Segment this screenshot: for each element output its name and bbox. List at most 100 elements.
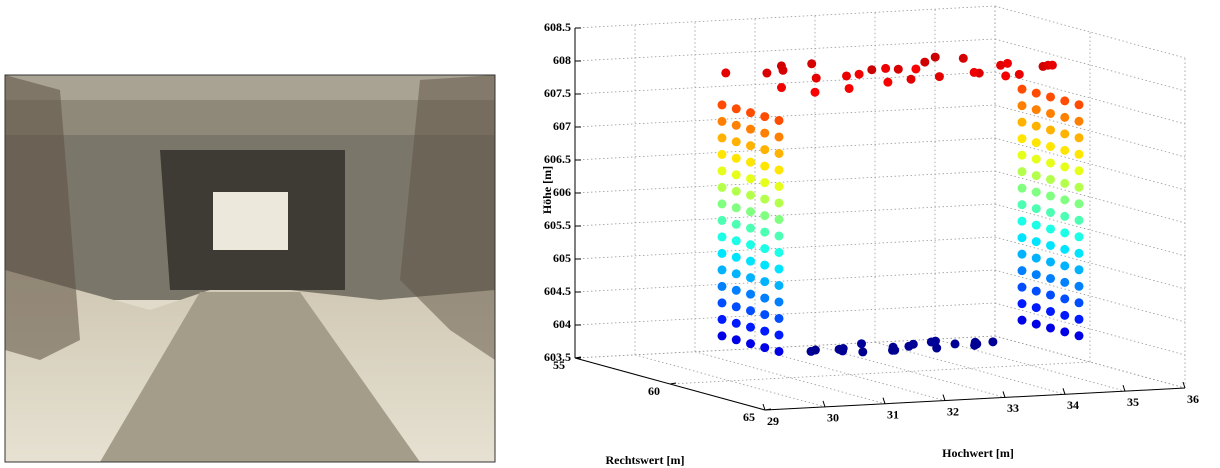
point: [1074, 100, 1084, 110]
point: [746, 306, 755, 316]
point: [1074, 166, 1084, 176]
point: [1060, 294, 1070, 304]
point: [760, 277, 770, 287]
point: [717, 182, 727, 192]
point: [777, 83, 786, 93]
point: [1031, 154, 1041, 164]
point: [857, 339, 866, 349]
grid-line: [574, 104, 996, 128]
point: [746, 157, 755, 167]
z-tick-label: 605: [553, 251, 571, 265]
point: [774, 198, 784, 208]
point: [774, 247, 784, 257]
point: [1060, 244, 1070, 254]
point: [746, 322, 755, 332]
point: [774, 330, 784, 340]
point: [774, 214, 784, 224]
point: [774, 148, 784, 158]
grid-line: [574, 302, 996, 326]
point: [746, 108, 755, 118]
point: [1017, 266, 1027, 276]
point: [1074, 331, 1084, 341]
point: [717, 281, 727, 291]
point: [1017, 200, 1027, 210]
point: [811, 73, 821, 83]
point: [1074, 182, 1084, 192]
y-tick-label: 65: [743, 410, 755, 424]
point: [844, 83, 854, 93]
x-tick-label: 36: [1187, 392, 1199, 406]
point: [854, 69, 864, 79]
point: [721, 68, 731, 78]
point: [1074, 265, 1084, 275]
point: [762, 68, 772, 78]
grid-line: [994, 5, 1186, 59]
point: [1060, 178, 1070, 188]
x-tick: [1002, 391, 1006, 398]
point: [908, 339, 918, 349]
grid-line: [634, 354, 826, 408]
grid-line: [994, 335, 1186, 389]
x-axis-label: Hochwert [m]: [942, 446, 1014, 460]
point: [746, 273, 755, 283]
x-tick: [1182, 381, 1186, 389]
point: [774, 132, 784, 142]
point: [934, 72, 944, 82]
point: [867, 65, 877, 75]
grid-line: [574, 5, 996, 29]
point: [1074, 133, 1084, 143]
grid-line: [994, 269, 1186, 323]
grid-line: [994, 236, 1186, 290]
point: [958, 53, 968, 63]
point: [717, 100, 727, 110]
point: [1046, 125, 1055, 135]
point: [760, 161, 770, 171]
point: [1014, 69, 1024, 79]
point: [1017, 282, 1027, 292]
point: [1001, 71, 1011, 81]
z-tick-label: 606.5: [544, 152, 571, 166]
point: [1017, 101, 1027, 111]
point: [926, 337, 936, 347]
point: [1017, 315, 1027, 325]
point: [1003, 58, 1012, 68]
point: [760, 178, 770, 188]
point: [1046, 158, 1055, 168]
point: [1060, 96, 1070, 106]
point: [1031, 121, 1041, 131]
point: [731, 219, 741, 229]
point: [1046, 323, 1055, 333]
point: [760, 211, 770, 221]
point: [1046, 306, 1055, 316]
y-axis-label: Rechtswert [m]: [606, 453, 685, 467]
grid-line: [574, 71, 996, 95]
y-tick-label: 60: [648, 384, 660, 398]
point: [1074, 298, 1084, 308]
y-tick-label: 55: [553, 358, 565, 372]
point: [731, 120, 741, 130]
point: [1060, 112, 1070, 122]
point: [774, 165, 784, 175]
point: [746, 339, 755, 349]
point: [1017, 183, 1027, 193]
point: [760, 343, 770, 353]
point: [1046, 290, 1055, 300]
x-tick: [1062, 388, 1066, 395]
point: [717, 232, 727, 242]
y-tick: [764, 408, 772, 411]
z-tick-label: 604.5: [544, 284, 571, 298]
grid-line: [754, 348, 946, 401]
grid-line: [994, 203, 1186, 257]
point: [1031, 237, 1041, 247]
point: [1047, 60, 1057, 70]
point: [760, 128, 770, 138]
point: [1074, 116, 1084, 126]
x-tick: [822, 400, 826, 408]
point: [731, 170, 741, 180]
grid-line: [994, 38, 1186, 92]
point: [1074, 281, 1084, 291]
grid-line: [994, 104, 1186, 158]
point: [890, 345, 900, 355]
x-tick: [1122, 384, 1126, 392]
point: [1060, 261, 1070, 271]
